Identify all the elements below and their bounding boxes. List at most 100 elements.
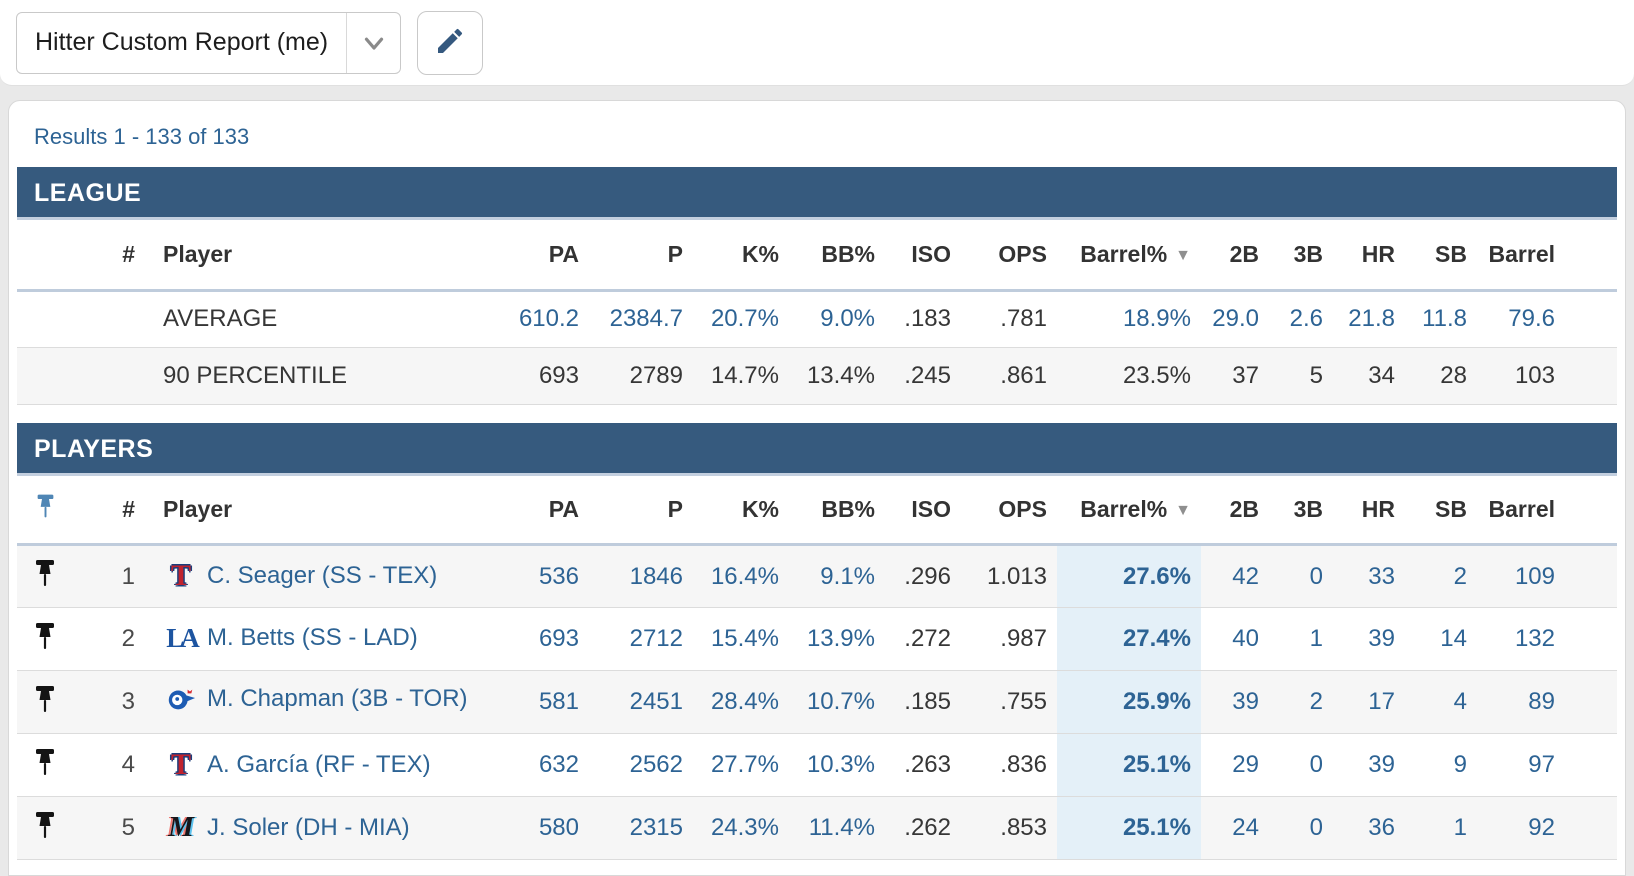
stat-iso: .296 [904,562,951,590]
col-header-3b[interactable]: 3B [1293,240,1323,267]
players-section-header: PLAYERS [17,422,1617,476]
col-header-ops[interactable]: OPS [998,495,1047,522]
stat-sb: 14 [1440,625,1467,652]
stat-ops: .853 [1000,814,1047,841]
col-header-sb[interactable]: SB [1435,240,1467,267]
col-header-2b[interactable]: 2B [1229,495,1259,522]
league-table: # Player PA P K% BB% ISO OPS Barrel% 2B … [17,220,1617,405]
stat-ops: 1.013 [986,562,1047,590]
col-header-p[interactable]: P [667,495,683,522]
col-header-p[interactable]: P [667,240,683,267]
stat-k-pct: 16.4% [710,562,779,590]
filler-column [1565,220,1617,290]
stat-sb: 9 [1453,751,1467,778]
pushpin-icon [35,493,56,525]
pin-player-button[interactable] [17,734,73,797]
col-header-barrel-pct[interactable]: Barrel% [1057,220,1201,290]
player-name: J. Soler (DH - MIA) [207,813,410,841]
col-header-k-pct[interactable]: K% [741,495,779,522]
col-header-hr[interactable]: HR [1361,495,1395,522]
pin-player-button[interactable] [17,797,73,860]
league-header-row: # Player PA P K% BB% ISO OPS Barrel% 2B … [17,220,1617,290]
stat-pa: 581 [538,688,579,715]
sort-desc-arrow-icon [1175,247,1191,265]
stat-2b: 29.0 [1212,305,1259,332]
stat-iso: .245 [904,361,951,389]
stat-p: 2712 [629,625,683,652]
player-link[interactable]: T A. García (RF - TEX) [163,749,431,780]
stat-k-pct: 28.4% [710,688,779,715]
col-header-barrels[interactable]: Barrel [1488,495,1555,522]
stat-pa: 536 [538,562,579,590]
col-header-3b[interactable]: 3B [1293,495,1323,522]
stat-iso: .263 [904,751,951,778]
stat-ops: .781 [1000,305,1047,332]
stat-ops: .987 [1000,625,1047,652]
player-link[interactable]: LA M. Betts (SS - LAD) [163,624,418,652]
pin-player-button[interactable] [17,608,73,671]
stat-2b: 42 [1232,562,1259,590]
stat-p: 2789 [629,361,683,389]
chevron-down-icon[interactable] [346,12,400,73]
stat-sb: 28 [1440,361,1467,389]
col-header-player[interactable]: Player [163,495,233,522]
league-90th-percentile-row: 90 PERCENTILE 693 2789 14.7% 13.4% .245 … [17,347,1617,404]
stat-barrels: 103 [1514,361,1555,389]
col-header-2b[interactable]: 2B [1229,240,1259,267]
sort-desc-arrow-icon [1175,502,1191,520]
stat-iso: .272 [904,625,951,652]
col-header-k-pct[interactable]: K% [741,240,779,267]
col-header-bb-pct[interactable]: BB% [821,240,875,267]
col-header-rank[interactable]: # [122,495,135,522]
col-header-rank[interactable]: # [122,240,135,267]
stat-barrels: 97 [1528,751,1555,778]
stat-barrel-pct: 25.1% [1057,733,1201,797]
pin-player-button[interactable] [17,545,73,608]
report-select[interactable]: Hitter Custom Report (me) [16,11,402,74]
pencil-icon [434,25,466,60]
col-header-player[interactable]: Player [163,240,233,267]
player-link[interactable]: M J. Soler (DH - MIA) [163,813,410,842]
stat-2b: 40 [1232,625,1259,652]
league-row-label: AVERAGE [163,305,278,332]
col-header-hr[interactable]: HR [1361,240,1395,267]
stat-iso: .183 [904,305,951,332]
col-header-barrels[interactable]: Barrel [1488,240,1555,267]
player-link[interactable]: M. Chapman (3B - TOR) [163,683,468,715]
edit-report-button[interactable] [417,10,484,75]
stat-barrel-pct: 25.9% [1057,670,1201,734]
col-header-pa[interactable]: PA [548,240,579,267]
league-average-row: AVERAGE 610.2 2384.7 20.7% 9.0% .183 .78… [17,290,1617,347]
stat-sb: 4 [1453,688,1467,715]
players-table: # Player PA P K% BB% ISO OPS Barrel% 2B … [17,476,1617,861]
stat-ops: .861 [1000,361,1047,389]
col-header-iso[interactable]: ISO [911,240,951,267]
stat-k-pct: 20.7% [710,305,779,332]
col-header-bb-pct[interactable]: BB% [821,495,875,522]
stat-k-pct: 14.7% [710,361,779,389]
col-header-pa[interactable]: PA [548,495,579,522]
stat-barrel-pct: 27.6% [1057,544,1201,608]
player-name: M. Betts (SS - LAD) [207,624,418,652]
col-header-barrel-pct[interactable]: Barrel% [1057,476,1201,545]
stat-barrel-pct: 27.4% [1057,607,1201,671]
pin-all-header[interactable] [17,476,73,545]
col-header-sb[interactable]: SB [1435,495,1467,522]
stat-k-pct: 15.4% [710,625,779,652]
pin-player-button[interactable] [17,671,73,734]
stat-3b: 1 [1309,625,1323,652]
stat-sb: 11.8 [1422,305,1467,332]
player-link[interactable]: T C. Seager (SS - TEX) [163,561,437,591]
rangers-logo: T [170,559,191,592]
stat-hr: 17 [1368,688,1395,715]
stat-2b: 37 [1232,361,1259,389]
stat-pa: 632 [538,751,579,778]
stat-hr: 21.8 [1348,305,1395,332]
stat-sb: 2 [1453,562,1467,590]
stat-bb-pct: 13.9% [806,625,875,652]
report-toolbar: Hitter Custom Report (me) [0,0,1634,86]
col-header-ops[interactable]: OPS [998,240,1047,267]
col-header-iso[interactable]: ISO [911,495,951,522]
stat-3b: 0 [1309,562,1323,590]
stat-3b: 5 [1309,361,1323,389]
